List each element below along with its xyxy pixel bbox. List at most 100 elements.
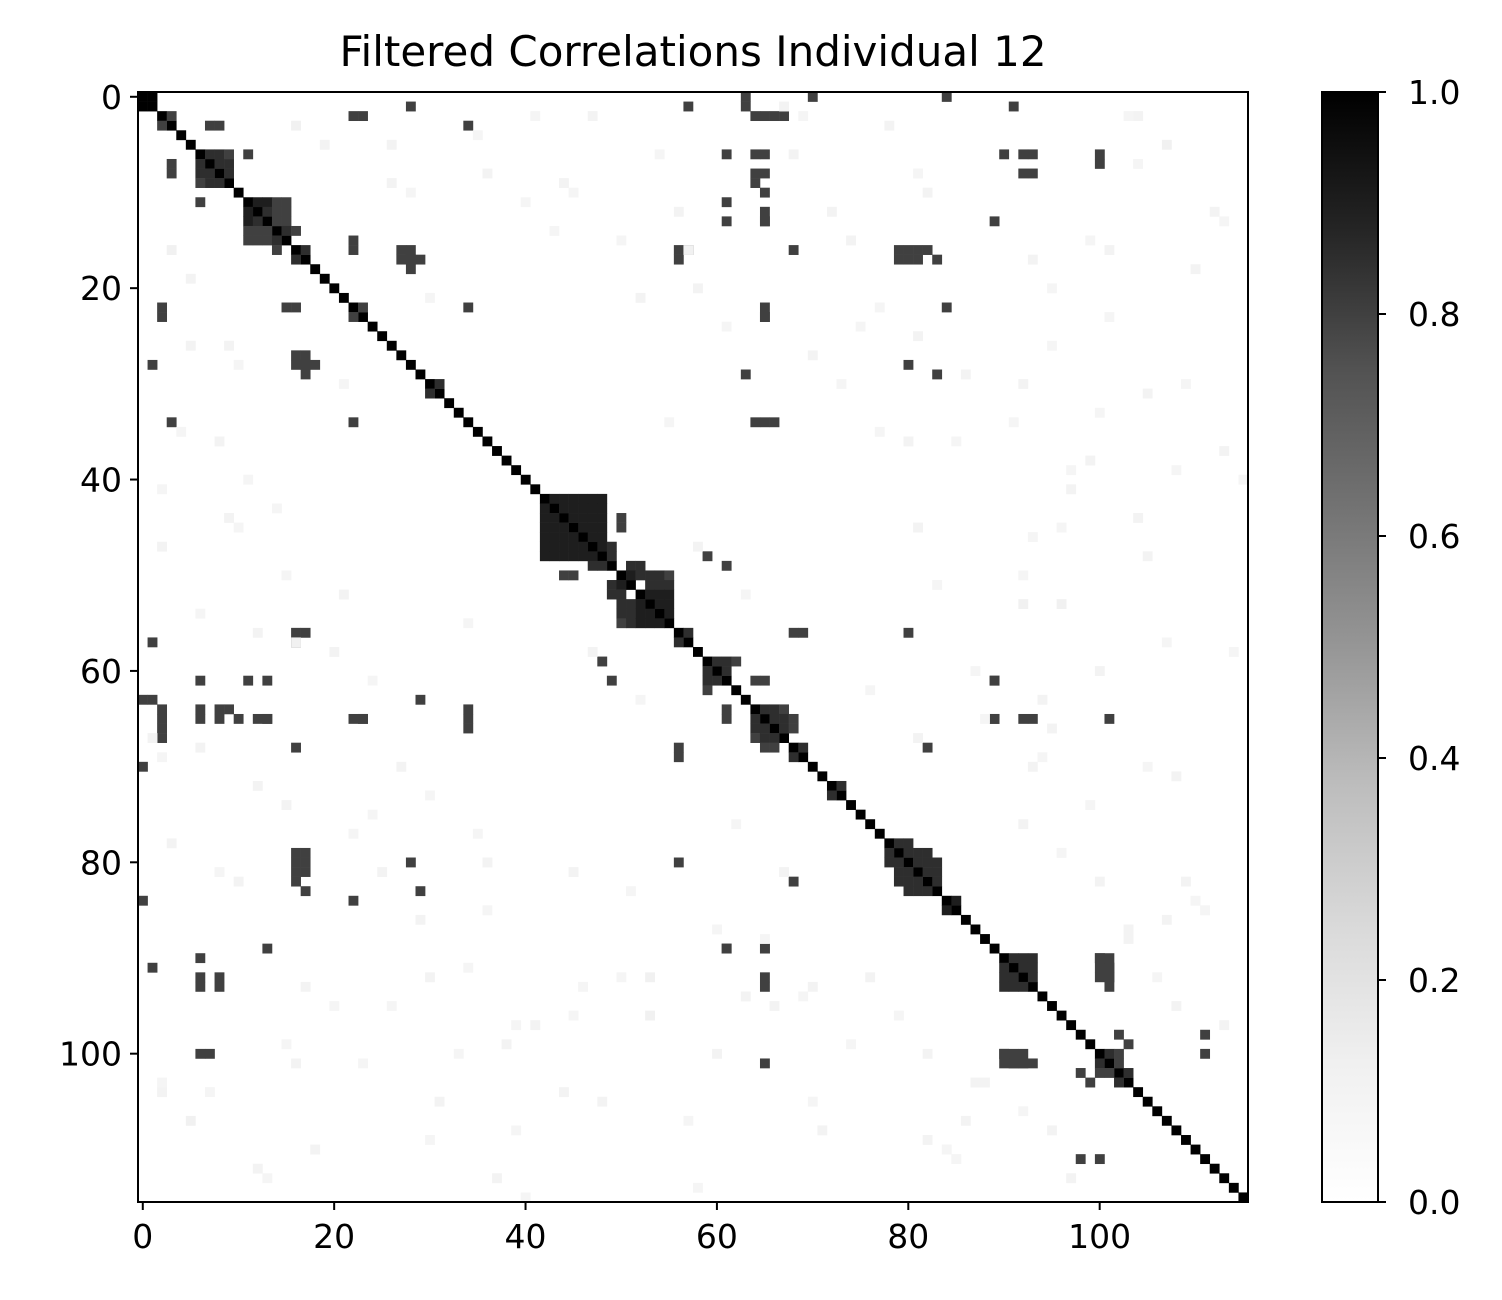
heatmap-cell (673, 742, 684, 753)
heatmap-cell (913, 522, 923, 533)
heatmap-cell (836, 780, 847, 791)
heatmap-cell (721, 666, 732, 677)
y-tick-label: 80 (80, 843, 122, 882)
heatmap-cell (769, 1001, 780, 1011)
heatmap-cell (1219, 216, 1230, 227)
heatmap-cell (405, 264, 416, 275)
heatmap-cell (568, 532, 579, 543)
heatmap-cell (291, 245, 301, 255)
heatmap-cell (1104, 713, 1115, 724)
heatmap-cell (319, 273, 330, 284)
heatmap-cell (185, 1115, 196, 1126)
heatmap-cell (338, 589, 349, 600)
heatmap-cell (559, 513, 569, 523)
heatmap-cell (549, 225, 560, 236)
heatmap-cell (1018, 953, 1029, 964)
heatmap-cell (1104, 1068, 1115, 1078)
heatmap-cell (281, 216, 292, 227)
heatmap-cell (712, 656, 723, 667)
heatmap-cell (587, 493, 598, 504)
heatmap-cell (1027, 981, 1038, 992)
heatmap-cell (951, 905, 962, 916)
heatmap-cell (1161, 139, 1172, 150)
heatmap-cell (434, 379, 445, 389)
heatmap-cell (664, 589, 675, 600)
heatmap-cell (884, 120, 895, 131)
heatmap-cell (539, 503, 550, 514)
heatmap-cell (1018, 819, 1029, 830)
heatmap-cell (1123, 1039, 1134, 1050)
heatmap-cell (348, 895, 359, 906)
heatmap-cell (1085, 1039, 1096, 1050)
x-tick-label: 100 (1068, 1217, 1131, 1256)
heatmap-cell (673, 857, 684, 868)
heatmap-cell (549, 551, 560, 562)
heatmap-cell (358, 1058, 368, 1069)
heatmap-cell (616, 235, 627, 246)
heatmap-cell (300, 981, 311, 992)
heatmap-cell (597, 541, 608, 552)
heatmap-cell (913, 867, 923, 877)
heatmap-cell (1209, 1163, 1220, 1174)
heatmap-cell (922, 742, 933, 753)
heatmap-cell (405, 857, 416, 868)
heatmap-cell (281, 570, 292, 581)
heatmap-cell (893, 245, 904, 255)
heatmap-cell (932, 867, 943, 877)
heatmap-cell (1018, 962, 1029, 973)
heatmap-cell (252, 225, 263, 236)
heatmap-cell (1171, 1125, 1182, 1136)
heatmap-cell (453, 407, 464, 418)
heatmap-cell (434, 388, 445, 399)
heatmap-cell (147, 101, 158, 112)
x-tick-label: 20 (313, 1217, 355, 1256)
heatmap-cell (300, 359, 311, 370)
heatmap-cell (310, 1144, 321, 1155)
heatmap-cell (262, 225, 273, 236)
y-tick-label: 20 (80, 269, 122, 308)
heatmap-cell (300, 847, 311, 858)
heatmap-cell (243, 225, 254, 236)
heatmap-cell (597, 656, 608, 667)
heatmap-cell (578, 522, 589, 533)
heatmap-cell (214, 713, 225, 724)
heatmap-cell (425, 379, 435, 389)
heatmap-cell (252, 235, 263, 246)
heatmap-cell (654, 589, 665, 600)
heatmap-cell (846, 1039, 856, 1050)
heatmap-cell (271, 197, 282, 208)
heatmap-cell (539, 493, 550, 504)
heatmap-cell (1181, 379, 1191, 389)
heatmap-cell (1018, 379, 1029, 389)
heatmap-cell (271, 503, 282, 514)
heatmap-cell (645, 580, 656, 590)
heatmap-cell (568, 187, 579, 198)
heatmap-cell (1190, 264, 1201, 275)
heatmap-cell (712, 1048, 723, 1059)
heatmap-cell (826, 790, 837, 801)
heatmap-cell (1133, 1087, 1144, 1098)
heatmap-cell (626, 599, 636, 610)
heatmap-cell (673, 637, 684, 648)
heatmap-cell (195, 608, 206, 619)
heatmap-cell (626, 886, 636, 897)
heatmap-cell (759, 168, 770, 179)
heatmap-cell (463, 723, 474, 734)
heatmap-cell (759, 675, 770, 686)
heatmap-cell (214, 972, 225, 983)
heatmap-cell (1094, 876, 1105, 887)
heatmap-cell (463, 120, 474, 131)
heatmap-cell (855, 321, 866, 332)
heatmap-cell (568, 570, 579, 581)
heatmap-cell (626, 608, 636, 619)
heatmap-cell (578, 532, 589, 543)
heatmap-cell (157, 541, 168, 552)
heatmap-cell (501, 1039, 512, 1050)
heatmap-cell (204, 158, 215, 169)
heatmap-cell (616, 618, 627, 629)
heatmap-cell (185, 340, 196, 351)
heatmap-cell (195, 972, 206, 983)
heatmap-cell (1190, 1144, 1201, 1155)
heatmap-cell (693, 1182, 703, 1193)
heatmap-cell (759, 723, 770, 734)
